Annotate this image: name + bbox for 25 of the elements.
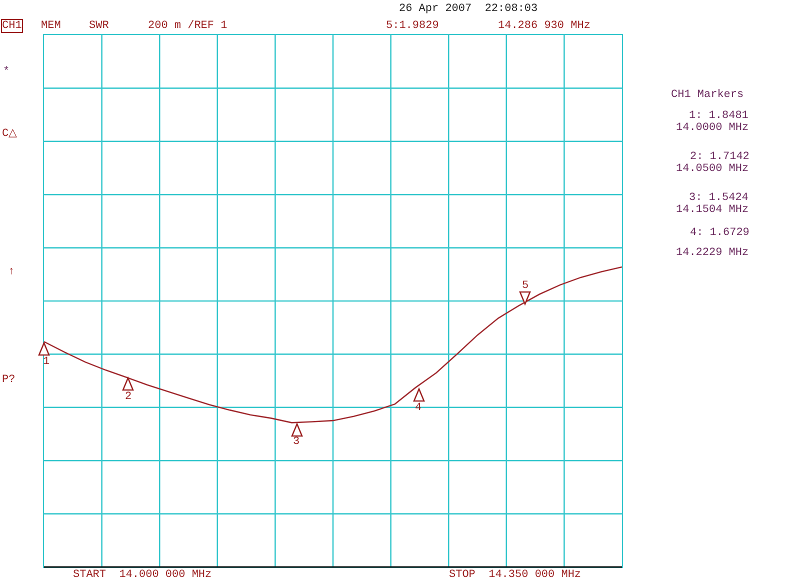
text: STOP 14.350 000 MHz: [449, 569, 582, 581]
text: 14.0000 MHz: [676, 122, 749, 134]
text: 14.286 930 MHz: [498, 20, 590, 32]
text: 200 m /REF 1: [148, 20, 228, 32]
annotation: 5: [522, 280, 529, 292]
text: CH1 Markers: [671, 89, 744, 101]
text: 1: 1.8481: [689, 110, 749, 122]
text: CH1: [2, 20, 22, 32]
text: ↑: [8, 266, 15, 278]
text: MEM: [41, 20, 61, 32]
text: *: [3, 66, 10, 78]
text: SWR: [89, 20, 110, 32]
text: 4: 1.6729: [690, 227, 750, 239]
text: 3: 1.5424: [689, 192, 749, 204]
text: C△: [2, 128, 18, 140]
text: 5:1.9829: [386, 20, 439, 32]
annotation: 2: [125, 391, 132, 403]
text: 14.1504 MHz: [676, 204, 749, 216]
annotation: 3: [293, 436, 300, 448]
text: START 14.000 000 MHz: [73, 569, 212, 581]
text: 14.0500 MHz: [676, 163, 749, 175]
text: 2: 1.7142: [690, 151, 750, 163]
text: P?: [2, 374, 16, 386]
text: 14.2229 MHz: [676, 247, 749, 259]
text: 26 Apr 2007 22:08:03: [399, 3, 538, 15]
